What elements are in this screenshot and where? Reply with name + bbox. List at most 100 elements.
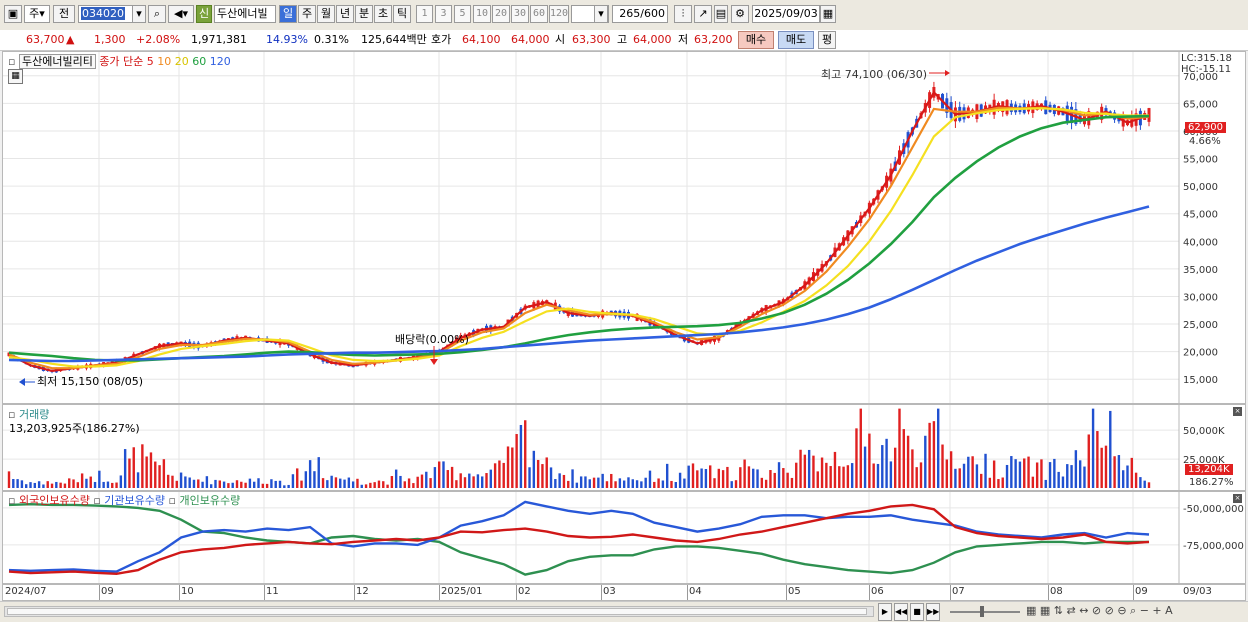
candle-icon[interactable]: ⫶	[674, 5, 692, 23]
volume-bar	[696, 470, 699, 488]
period-tab-1[interactable]: 주	[298, 5, 316, 23]
volume-bar	[795, 462, 798, 488]
search-icon[interactable]: ⌕	[148, 5, 166, 23]
x-tick-label: 04	[689, 586, 702, 597]
minute-tab-120[interactable]: 120	[549, 5, 569, 23]
volume-bar	[954, 468, 957, 488]
minute-tab-60[interactable]: 60	[530, 5, 548, 23]
volume-close-icon[interactable]: ×	[1233, 407, 1242, 416]
sound-icon[interactable]: ◀▾	[168, 5, 194, 23]
period-tab-6[interactable]: 틱	[393, 5, 411, 23]
period-tab-0[interactable]: 일	[279, 5, 297, 23]
volume-bar	[829, 466, 832, 488]
line-tool-icon[interactable]: ↗	[694, 5, 712, 23]
volume-bar	[528, 467, 531, 488]
volume-bar	[575, 482, 579, 488]
volume-bar	[98, 470, 101, 488]
low-value: 63,200	[694, 33, 733, 46]
volume-bar	[1048, 462, 1052, 488]
hoga-ask: 64,100	[462, 33, 501, 46]
period-tab-2[interactable]: 월	[317, 5, 335, 23]
zoom-slider-handle[interactable]	[980, 606, 984, 617]
code-dropdown-icon[interactable]: ▾	[132, 5, 146, 23]
minute-tab-3[interactable]: 3	[435, 5, 452, 23]
grid-toggle-icon[interactable]: ▦	[8, 69, 23, 84]
period-tab-3[interactable]: 년	[336, 5, 354, 23]
open-value: 63,300	[572, 33, 611, 46]
volume-bar	[657, 478, 660, 488]
calendar-icon[interactable]: ▦	[820, 5, 836, 23]
minute-tab-5[interactable]: 5	[454, 5, 471, 23]
volume-bar	[205, 476, 209, 488]
volume-bar	[188, 477, 191, 488]
volume-bar	[1121, 470, 1125, 488]
volume-bar	[691, 463, 695, 488]
minute-tab-20[interactable]: 20	[492, 5, 510, 23]
minute-tab-10[interactable]: 10	[473, 5, 491, 23]
count-field[interactable]: 265/600	[612, 5, 668, 23]
holdings-chart[interactable]: -50,000,000 -75,000,000	[3, 492, 1245, 583]
volume-bar	[924, 435, 927, 488]
high-label: 고	[617, 33, 628, 46]
x-tick-label: 09	[1135, 586, 1148, 597]
volume-bar	[571, 469, 574, 488]
volume-bar	[945, 459, 949, 488]
volume-bar	[554, 479, 557, 488]
minute-tab-30[interactable]: 30	[511, 5, 529, 23]
volume-bar	[149, 452, 153, 488]
volume-bar	[790, 477, 794, 488]
volume-bar	[179, 472, 183, 488]
eval-button[interactable]: 평	[818, 31, 836, 49]
market-select[interactable]: 주▾	[24, 5, 50, 23]
volume-bar	[949, 451, 953, 488]
x-tick-mark	[354, 585, 355, 600]
volume-chart[interactable]: 25,000K 50,000K	[3, 405, 1245, 490]
prev-button[interactable]: 전	[53, 5, 75, 23]
rewind-icon[interactable]: ◀◀	[894, 603, 908, 621]
period-tab-5[interactable]: 초	[374, 5, 392, 23]
volume-bar	[825, 462, 828, 488]
gear-icon[interactable]: ⚙	[731, 5, 749, 23]
save-icon[interactable]: ▤	[714, 5, 728, 23]
volume-bar	[980, 473, 983, 488]
holdings-close-icon[interactable]: ×	[1233, 494, 1242, 503]
volume-bar	[72, 479, 75, 488]
sell-button[interactable]: 매도	[778, 31, 814, 49]
price-chart[interactable]: 15,000 20,000 25,000 30,000 35,000 40,000 45,0…	[3, 52, 1245, 403]
scroll-right-icon[interactable]: ▶	[878, 603, 892, 621]
volume-bar	[446, 470, 449, 488]
volume-bar	[201, 481, 204, 488]
volume-bar	[1070, 465, 1073, 488]
market-label: 주	[29, 7, 40, 20]
volume-bar	[1010, 456, 1013, 488]
volume-bar	[364, 484, 368, 488]
volume-bar	[971, 456, 974, 488]
forward-icon[interactable]: ▶▶	[926, 603, 940, 621]
x-tick-label: 10	[181, 586, 194, 597]
zoom-slider[interactable]	[950, 606, 1020, 617]
volume-bar	[1091, 408, 1095, 488]
volume-bar	[1113, 456, 1116, 488]
buy-button[interactable]: 매수	[738, 31, 774, 49]
stop-icon[interactable]: ■	[910, 603, 924, 621]
ma-type-label: 종가 단순	[99, 55, 144, 68]
footer-tool-icons[interactable]: ▦ ▦ ⇅ ⇄ ↔ ⊘ ⊘ ⊖ ⌕ − + A	[1026, 604, 1173, 617]
volume-bar	[670, 480, 673, 488]
chart-menu-icon[interactable]: ▣	[4, 5, 22, 23]
volume-bar	[498, 460, 501, 488]
institution-label: 기관보유수량	[104, 494, 166, 507]
interval-dropdown-icon[interactable]: ▾	[594, 5, 608, 23]
period-tab-4[interactable]: 분	[355, 5, 373, 23]
volume-bar	[119, 475, 123, 488]
high-marker-icon	[945, 70, 950, 76]
credit-badge[interactable]: 신	[196, 5, 212, 23]
minute-tab-1[interactable]: 1	[416, 5, 433, 23]
scroll-track[interactable]	[4, 606, 874, 617]
volume-bar	[231, 482, 234, 488]
date-input[interactable]: 2025/09/03	[752, 5, 820, 23]
scroll-thumb[interactable]	[7, 608, 867, 615]
y-tick-label: 30,000	[1183, 292, 1218, 303]
high-note: 최고 74,100 (06/30)	[821, 68, 928, 81]
volume-bar	[773, 472, 776, 488]
code-input[interactable]: 034020	[78, 5, 146, 23]
